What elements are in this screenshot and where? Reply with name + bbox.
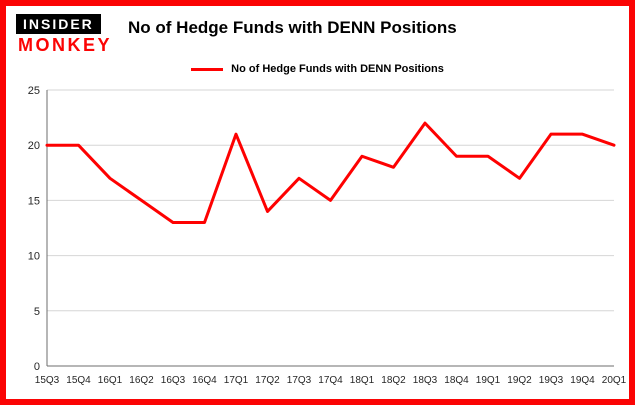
x-tick-label: 20Q1 xyxy=(602,375,627,386)
x-tick-label: 16Q1 xyxy=(98,375,123,386)
x-tick-label: 17Q4 xyxy=(318,375,343,386)
y-tick-label: 15 xyxy=(28,195,40,207)
x-tick-label: 19Q3 xyxy=(539,375,564,386)
line-chart: 0 5 10 15 20 25 15Q3 15Q4 16Q1 16Q2 16Q3 16Q4 17Q1 17… xyxy=(28,85,627,386)
page-title: No of Hedge Funds with DENN Positions xyxy=(128,18,457,37)
x-tick-label: 18Q2 xyxy=(381,375,406,386)
chart-area: 0 5 10 15 20 25 15Q3 15Q4 16Q1 16Q2 16Q3 16Q4 17Q1 17… xyxy=(6,78,629,399)
x-tick-label: 15Q4 xyxy=(66,375,91,386)
legend-label: No of Hedge Funds with DENN Positions xyxy=(231,63,444,75)
x-tick-label: 17Q3 xyxy=(287,375,312,386)
x-tick-label: 16Q4 xyxy=(192,375,217,386)
y-tick-label: 0 xyxy=(34,361,40,373)
y-tick-label: 20 xyxy=(28,140,40,152)
x-tick-label: 19Q1 xyxy=(476,375,501,386)
x-tick-label: 19Q4 xyxy=(570,375,595,386)
y-tick-label: 10 xyxy=(28,251,40,263)
logo-monkey-text: MONKEY xyxy=(18,35,113,55)
logo-insider-text: INSIDER xyxy=(16,14,101,34)
x-tick-label: 15Q3 xyxy=(35,375,60,386)
x-tick-label: 18Q4 xyxy=(444,375,469,386)
insider-monkey-logo: INSIDER MONKEY xyxy=(16,14,112,54)
legend: No of Hedge Funds with DENN Positions xyxy=(6,60,629,78)
data-line xyxy=(45,121,616,224)
x-tick-label: 16Q2 xyxy=(129,375,154,386)
x-tick-label: 18Q1 xyxy=(350,375,375,386)
chart-header: INSIDER MONKEY No of Hedge Funds with DE… xyxy=(6,6,629,58)
x-tick-label: 19Q2 xyxy=(507,375,532,386)
legend-line-swatch xyxy=(191,67,224,71)
y-tick-label: 5 xyxy=(34,306,40,318)
x-tick-label: 17Q2 xyxy=(255,375,280,386)
x-tick-label: 16Q3 xyxy=(161,375,186,386)
x-tick-label: 17Q1 xyxy=(224,375,249,386)
y-tick-label: 25 xyxy=(28,85,40,97)
x-tick-label: 18Q3 xyxy=(413,375,438,386)
